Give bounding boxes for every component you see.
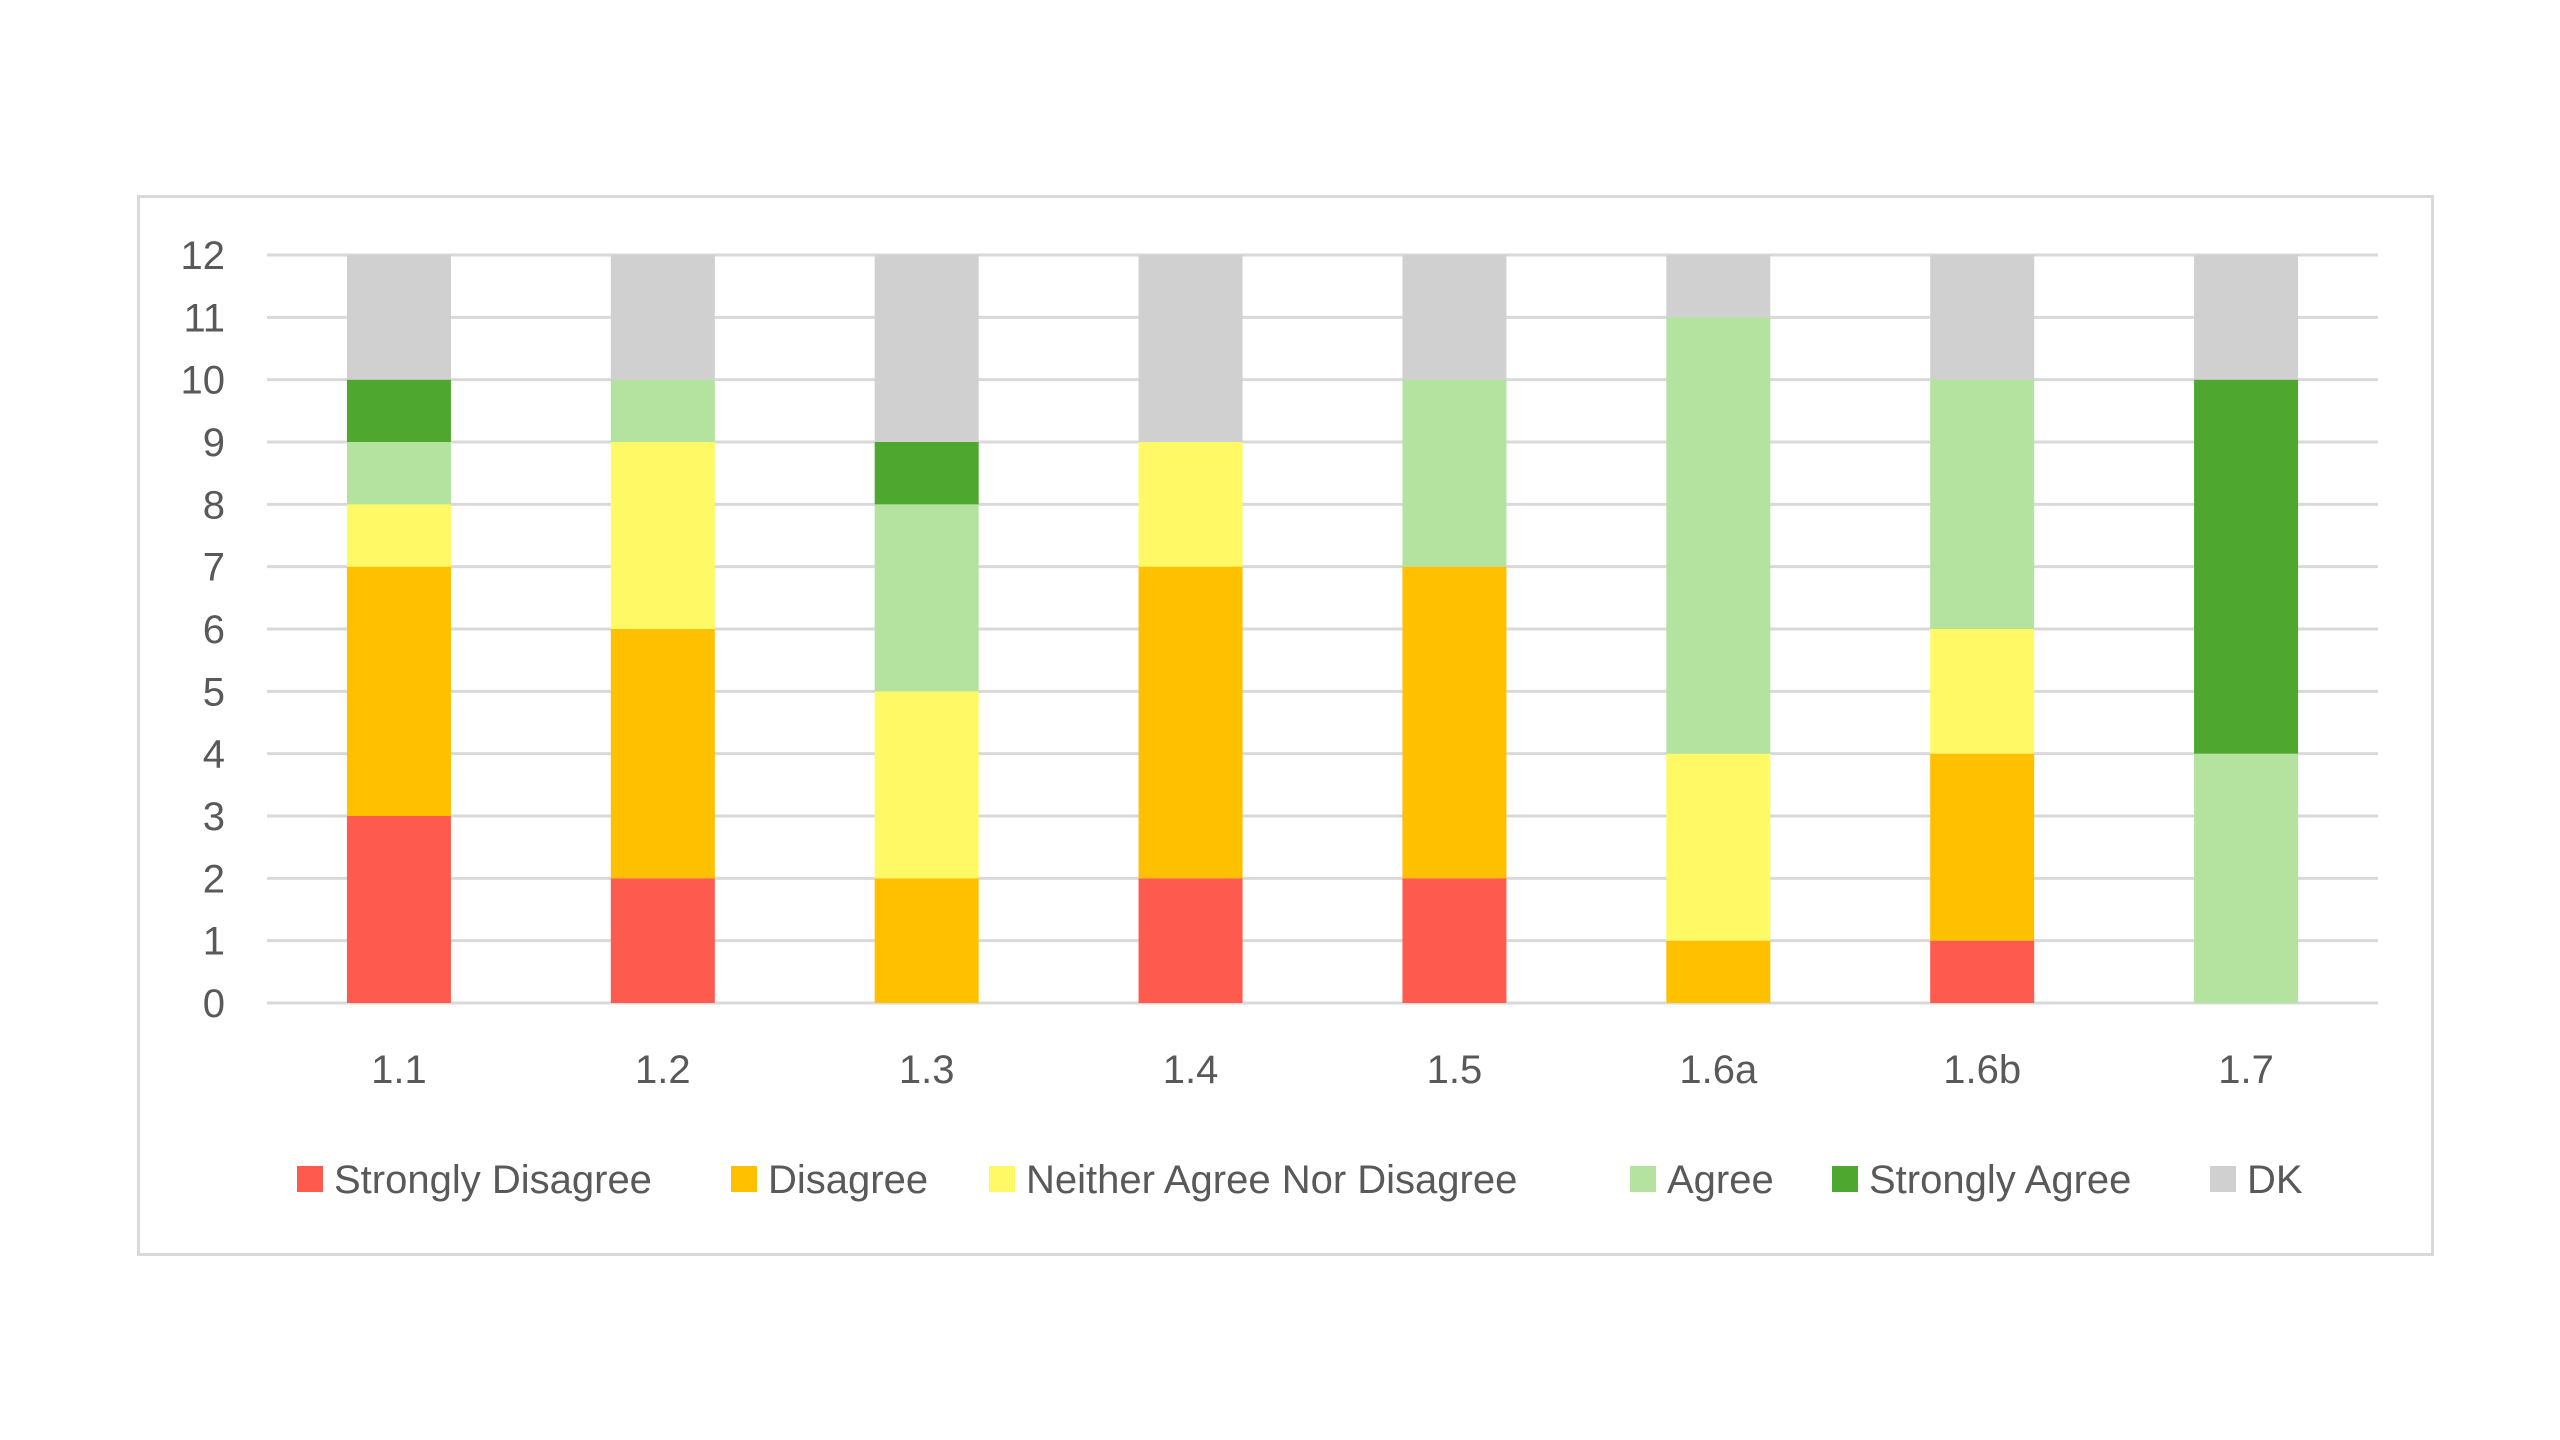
y-tick-label: 9 (203, 421, 225, 465)
bar-segment (610, 629, 715, 879)
bar-segment (1402, 255, 1507, 380)
bar-segment (2194, 753, 2299, 1003)
legend-item: Strongly Agree (1832, 1158, 2131, 1202)
bars (346, 255, 2299, 1003)
bar-segment (1930, 629, 2035, 754)
x-tick-label: 1.7 (2218, 1048, 2274, 1092)
legend-label: DK (2247, 1158, 2303, 1202)
y-tick-label: 0 (203, 982, 225, 1026)
bar-segment (610, 255, 715, 380)
bar-segment (1930, 753, 2035, 941)
bar-segment (1402, 878, 1507, 1003)
legend-item: Strongly Disagree (297, 1158, 652, 1202)
x-tick-label: 1.2 (635, 1048, 691, 1092)
bar-segment (346, 442, 451, 505)
legend-swatch (2210, 1166, 2236, 1192)
legend-swatch (297, 1166, 323, 1192)
legend-item: Agree (1630, 1158, 1774, 1202)
legend-swatch (989, 1166, 1015, 1192)
y-tick-label: 2 (203, 857, 225, 901)
bar-segment (346, 379, 451, 442)
legend-swatch (731, 1166, 757, 1192)
bar-segment (1138, 442, 1243, 567)
x-axis-ticks: 1.1 1.2 1.3 1.4 1.5 1.6a 1.6b 1.7 (371, 1048, 2274, 1092)
legend-label: Disagree (768, 1158, 928, 1202)
y-tick-label: 11 (183, 296, 225, 340)
bar-segment (346, 255, 451, 380)
y-tick-label: 3 (203, 795, 225, 839)
bar-segment (610, 379, 715, 442)
bar-segment (1930, 255, 2035, 380)
x-tick-label: 1.5 (1427, 1048, 1483, 1092)
legend-label: Agree (1667, 1158, 1774, 1202)
x-tick-label: 1.1 (371, 1048, 427, 1092)
legend-label: Strongly Disagree (334, 1158, 652, 1202)
bar-segment (874, 255, 979, 442)
bar-segment (346, 566, 451, 816)
y-tick-label: 7 (203, 546, 225, 590)
bar-segment (1930, 379, 2035, 629)
legend-item: Neither Agree Nor Disagree (989, 1158, 1517, 1202)
legend-label: Neither Agree Nor Disagree (1026, 1158, 1517, 1202)
y-tick-label: 1 (203, 920, 225, 964)
bar-segment (1930, 940, 2035, 1003)
x-tick-label: 1.6a (1679, 1048, 1758, 1092)
bar-segment (346, 504, 451, 567)
x-tick-label: 1.6b (1943, 1048, 2021, 1092)
bar-segment (874, 691, 979, 879)
bar-segment (2194, 379, 2299, 754)
bar-segment (1666, 317, 1771, 754)
legend-item: Disagree (731, 1158, 928, 1202)
bar-segment (874, 442, 979, 505)
x-tick-label: 1.3 (899, 1048, 955, 1092)
legend-label: Strongly Agree (1869, 1158, 2131, 1202)
y-tick-label: 10 (181, 359, 226, 403)
chart-frame (137, 195, 2434, 1256)
x-tick-label: 1.4 (1163, 1048, 1219, 1092)
bar-segment (2194, 255, 2299, 380)
bar-segment (1138, 255, 1243, 442)
bar-segment (874, 504, 979, 692)
gridlines (267, 253, 2378, 1005)
bar-segment (1666, 753, 1771, 941)
bar-segment (346, 816, 451, 1003)
bar-segment (1402, 379, 1507, 567)
legend-item: DK (2210, 1158, 2303, 1202)
bar-segment (1666, 940, 1771, 1003)
legend-swatch (1630, 1166, 1656, 1192)
legend-swatch (1832, 1166, 1858, 1192)
bar-segment (610, 878, 715, 1003)
legend: Strongly Disagree Disagree Neither Agree N… (297, 1158, 2303, 1202)
y-tick-label: 5 (203, 670, 225, 714)
bar-segment (1402, 566, 1507, 879)
bar-segment (610, 442, 715, 629)
bar-segment (874, 878, 979, 1003)
bar-segment (1138, 566, 1243, 879)
y-tick-label: 8 (203, 483, 225, 527)
y-tick-label: 4 (203, 733, 225, 777)
bar-segment (1666, 255, 1771, 318)
bar-segment (1138, 878, 1243, 1003)
y-tick-label: 12 (181, 234, 226, 278)
y-tick-label: 6 (203, 608, 225, 652)
